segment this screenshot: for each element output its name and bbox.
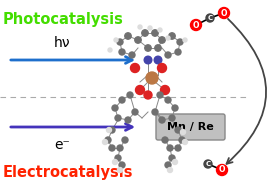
- Circle shape: [165, 52, 171, 58]
- Circle shape: [129, 52, 135, 58]
- Circle shape: [146, 72, 158, 84]
- Circle shape: [157, 64, 166, 73]
- Circle shape: [175, 145, 181, 151]
- Text: Photocatalysis: Photocatalysis: [3, 12, 124, 27]
- Circle shape: [135, 37, 141, 43]
- Circle shape: [109, 127, 115, 133]
- Circle shape: [108, 48, 112, 52]
- Circle shape: [152, 109, 158, 115]
- Circle shape: [125, 117, 131, 123]
- Circle shape: [218, 8, 230, 19]
- Circle shape: [166, 36, 170, 40]
- Circle shape: [169, 115, 175, 121]
- Circle shape: [175, 127, 181, 133]
- Circle shape: [177, 39, 183, 45]
- Circle shape: [142, 30, 148, 36]
- Circle shape: [180, 129, 186, 135]
- Circle shape: [155, 45, 161, 51]
- Circle shape: [144, 56, 152, 64]
- Circle shape: [165, 162, 171, 168]
- Circle shape: [169, 33, 175, 39]
- Circle shape: [136, 85, 144, 94]
- Circle shape: [105, 137, 111, 143]
- Circle shape: [118, 167, 122, 173]
- Circle shape: [172, 105, 178, 111]
- Text: Electrocatalysis: Electrocatalysis: [3, 165, 134, 180]
- Circle shape: [183, 38, 187, 42]
- Circle shape: [132, 109, 138, 115]
- Circle shape: [127, 92, 133, 98]
- Circle shape: [117, 39, 123, 45]
- Circle shape: [167, 167, 173, 173]
- Circle shape: [109, 145, 115, 151]
- Circle shape: [125, 33, 131, 39]
- Circle shape: [131, 64, 140, 73]
- Circle shape: [112, 160, 118, 164]
- Circle shape: [119, 49, 125, 55]
- Circle shape: [154, 56, 162, 64]
- Circle shape: [122, 137, 128, 143]
- Text: O: O: [219, 166, 225, 174]
- Circle shape: [162, 137, 168, 143]
- Circle shape: [119, 97, 125, 103]
- Circle shape: [144, 91, 152, 99]
- Circle shape: [159, 37, 165, 43]
- Text: e⁻: e⁻: [54, 138, 70, 152]
- Circle shape: [158, 28, 162, 32]
- Text: hν: hν: [54, 36, 70, 50]
- Circle shape: [182, 139, 188, 145]
- Circle shape: [119, 162, 125, 168]
- Circle shape: [165, 97, 171, 103]
- Text: O: O: [221, 9, 227, 18]
- Text: C: C: [205, 161, 211, 167]
- Circle shape: [145, 45, 151, 51]
- Circle shape: [179, 137, 185, 143]
- Text: Mn / Re: Mn / Re: [167, 122, 213, 132]
- Circle shape: [115, 115, 121, 121]
- Circle shape: [173, 160, 178, 164]
- Circle shape: [102, 139, 108, 145]
- Circle shape: [112, 105, 118, 111]
- Circle shape: [175, 49, 181, 55]
- Circle shape: [204, 160, 212, 168]
- Text: C: C: [207, 15, 212, 21]
- Circle shape: [191, 19, 202, 30]
- Circle shape: [169, 155, 175, 161]
- Circle shape: [152, 30, 158, 36]
- Circle shape: [114, 38, 118, 42]
- Circle shape: [217, 164, 227, 176]
- Circle shape: [157, 92, 163, 98]
- Circle shape: [159, 117, 165, 123]
- Text: O: O: [193, 20, 199, 29]
- Circle shape: [117, 145, 123, 151]
- Circle shape: [206, 14, 214, 22]
- Circle shape: [107, 128, 111, 132]
- Circle shape: [138, 25, 142, 29]
- FancyBboxPatch shape: [156, 114, 225, 140]
- Circle shape: [148, 26, 152, 30]
- Circle shape: [115, 155, 121, 161]
- Circle shape: [167, 145, 173, 151]
- Circle shape: [160, 85, 169, 94]
